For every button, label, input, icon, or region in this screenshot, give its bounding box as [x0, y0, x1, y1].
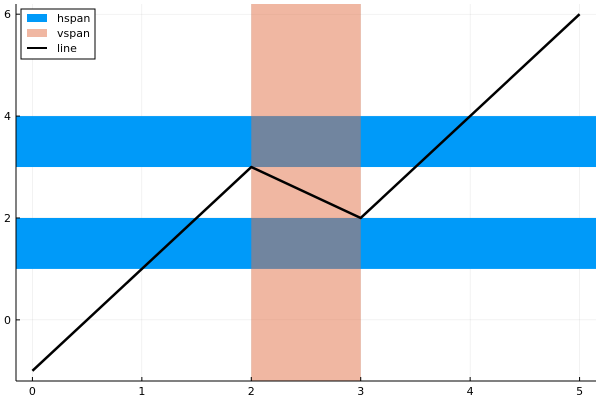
y-tick-label-1: 2: [4, 212, 11, 225]
x-tick-label-3: 3: [357, 385, 364, 398]
axes: [15, 4, 596, 382]
x-tick-label-0: 0: [29, 385, 36, 398]
x-tick-label-2: 2: [248, 385, 255, 398]
y-tick-label-2: 4: [4, 110, 11, 123]
legend-swatch-hspan: [27, 14, 47, 22]
tick-labels: 0 1 2 3 4 5 0 2 4 6: [4, 8, 583, 398]
legend-label-vspan: vspan: [57, 27, 90, 40]
x-tick-label-4: 4: [467, 385, 474, 398]
legend-label-line: line: [57, 42, 77, 55]
legend-swatch-vspan: [27, 29, 47, 37]
line-path: [31, 13, 581, 372]
x-tick-label-1: 1: [138, 385, 145, 398]
y-tick-label-3: 6: [4, 8, 11, 21]
legend-label-hspan: hspan: [57, 12, 90, 25]
x-tick-label-5: 5: [576, 385, 583, 398]
legend: hspan vspan line: [20, 8, 96, 60]
y-tick-label-0: 0: [4, 314, 11, 327]
line-series: [31, 13, 581, 372]
